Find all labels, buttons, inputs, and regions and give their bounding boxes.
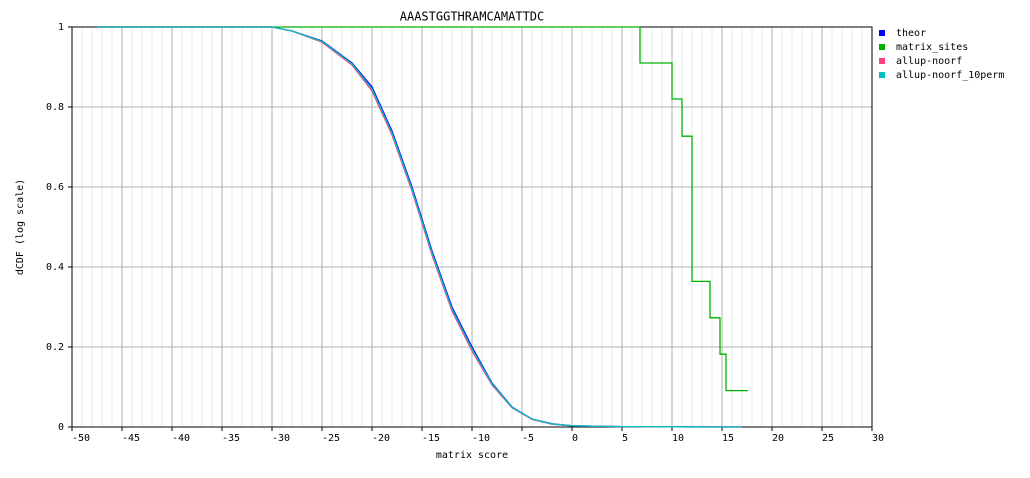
y-tick-label: 0 xyxy=(58,422,64,433)
x-tick-label: -5 xyxy=(522,433,534,444)
legend-marker xyxy=(879,72,885,78)
legend-label: allup-noorf_10perm xyxy=(896,70,1004,81)
series-line xyxy=(97,26,743,428)
x-tick-label: 25 xyxy=(822,433,834,444)
legend-label: theor xyxy=(896,28,926,39)
legend-label: allup-noorf xyxy=(896,56,962,67)
x-tick-label: -50 xyxy=(72,433,90,444)
chart-title: AAASTGGTHRAMCAMATTDC xyxy=(400,10,545,24)
y-tick-label: 0.2 xyxy=(46,342,64,353)
y-axis-label: dCDF (log scale) xyxy=(15,179,26,275)
x-tick-label: -20 xyxy=(372,433,390,444)
x-tick-label: -35 xyxy=(222,433,240,444)
legend-marker xyxy=(879,44,885,50)
x-tick-label: 30 xyxy=(872,433,884,444)
x-tick-label: 5 xyxy=(622,433,628,444)
y-tick-label: 1 xyxy=(58,22,64,33)
x-tick-label: -10 xyxy=(472,433,490,444)
y-tick-label: 0.6 xyxy=(46,182,64,193)
x-tick-label: -30 xyxy=(272,433,290,444)
x-tick-label: -25 xyxy=(322,433,340,444)
x-tick-label: 20 xyxy=(772,433,784,444)
series-line xyxy=(97,26,748,392)
legend-marker xyxy=(879,58,885,64)
legend-marker xyxy=(879,30,885,36)
x-tick-label: 10 xyxy=(672,433,684,444)
x-tick-label: -40 xyxy=(172,433,190,444)
y-tick-label: 0.4 xyxy=(46,262,64,273)
series-line xyxy=(97,26,743,428)
x-tick-label: -45 xyxy=(122,433,140,444)
x-tick-label: -15 xyxy=(422,433,440,444)
series-line xyxy=(97,26,743,428)
y-tick-label: 0.8 xyxy=(46,102,64,113)
x-axis-label: matrix score xyxy=(436,450,508,461)
x-tick-label: 15 xyxy=(722,433,734,444)
x-tick-label: 0 xyxy=(572,433,578,444)
legend-label: matrix_sites xyxy=(896,42,968,53)
